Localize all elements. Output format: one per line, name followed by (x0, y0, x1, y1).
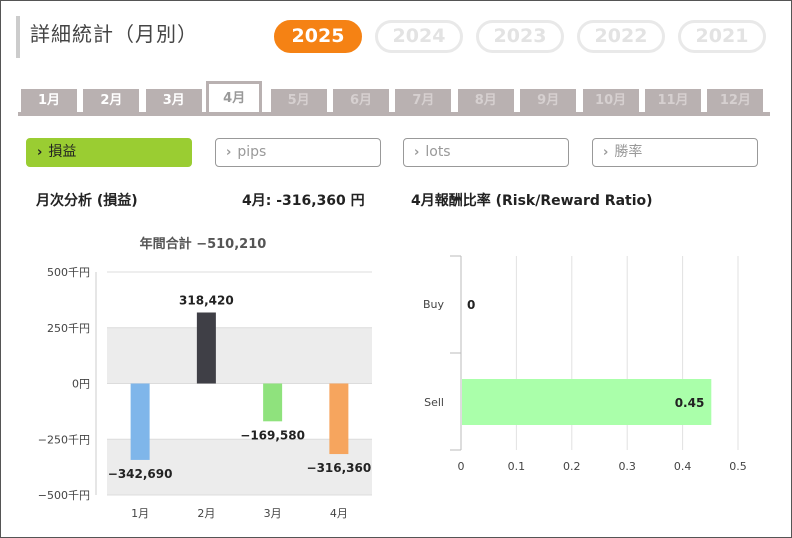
rr-title: 4月報酬比率 (Risk/Reward Ratio) (411, 193, 653, 209)
x-tick-label: 3月 (264, 507, 282, 520)
bar-2月 (196, 312, 216, 384)
chevron-right-icon: › (414, 145, 420, 160)
tab-month-1[interactable]: 1月 (21, 89, 77, 113)
x-tick-label: 0.4 (674, 460, 692, 473)
year-pill-2021[interactable]: 2021 (678, 20, 766, 53)
tab-month-10[interactable]: 10月 (582, 89, 639, 113)
tab-month-4[interactable]: 4月 (206, 81, 263, 116)
x-tick-label: 0 (458, 460, 465, 473)
y-tick-label: −250千円 (38, 433, 90, 446)
page-title-bar: 詳細統計（月別） (16, 16, 198, 58)
tab-month-6[interactable]: 6月 (333, 89, 389, 113)
x-tick-label: 0.5 (729, 460, 747, 473)
tab-month-8[interactable]: 8月 (457, 89, 514, 113)
tab-month-3[interactable]: 3月 (145, 89, 202, 113)
band-lower (107, 439, 372, 495)
x-tick-label: 2月 (197, 507, 215, 520)
y-tick-label: Sell (424, 396, 444, 409)
data-label: −316,360 (307, 461, 372, 475)
y-tick-label: 250千円 (47, 322, 90, 335)
year-pill-2024[interactable]: 2024 (375, 20, 463, 53)
y-tick-label: −500千円 (38, 489, 90, 502)
chevron-right-icon: › (226, 145, 232, 160)
data-label: −342,690 (108, 467, 173, 481)
year-pill-2023[interactable]: 2023 (476, 20, 564, 53)
tab-month-11[interactable]: 11月 (645, 89, 701, 113)
data-label: 0.45 (675, 396, 705, 410)
filter-label: 損益 (48, 144, 77, 160)
filter-label: lots (425, 144, 451, 160)
year-pill-2025[interactable]: 2025 (274, 20, 362, 53)
filter-label: 勝率 (614, 144, 643, 160)
y-tick-label: 0円 (72, 378, 90, 391)
data-label: 318,420 (179, 293, 234, 307)
bar-3月 (263, 383, 283, 422)
tab-month-7[interactable]: 7月 (395, 89, 452, 113)
x-tick-label: 4月 (330, 507, 348, 520)
y-tick-label: Buy (423, 298, 445, 311)
filter-2[interactable]: › lots (403, 138, 569, 167)
tab-month-9[interactable]: 9月 (520, 89, 577, 113)
bar-Sell (462, 379, 712, 425)
filter-0[interactable]: › 損益 (26, 138, 192, 167)
tab-month-5[interactable]: 5月 (270, 89, 327, 113)
filter-3[interactable]: › 勝率 (592, 138, 758, 167)
month-summary: 4月: -316,360 円 (242, 193, 365, 209)
bar-1月 (130, 383, 150, 460)
data-label: 0 (467, 298, 475, 312)
filter-1[interactable]: › pips (215, 138, 381, 167)
y-tick-label: 500千円 (47, 266, 90, 279)
data-label: −169,580 (240, 428, 305, 442)
tab-month-12[interactable]: 12月 (707, 89, 764, 113)
band-upper (107, 327, 372, 384)
chart-title: 年間合計 −510,210 (140, 236, 267, 252)
monthly-analysis-title: 月次分析 (損益) (36, 193, 138, 209)
month-tabs-divider (18, 112, 770, 116)
chevron-right-icon: › (603, 145, 609, 160)
rr-ratio-chart: 0 0.1 0.2 0.3 0.4 0.5 Buy 0 Sell 0.45 (423, 255, 747, 473)
year-pill-2022[interactable]: 2022 (577, 20, 665, 53)
tab-month-2[interactable]: 2月 (83, 89, 140, 113)
page-title: 詳細統計（月別） (30, 22, 198, 46)
x-tick-label: 0.3 (618, 460, 636, 473)
x-tick-label: 1月 (131, 507, 149, 520)
bar-4月 (329, 383, 349, 455)
x-tick-label: 0.1 (508, 460, 526, 473)
filter-label: pips (237, 144, 267, 160)
x-tick-label: 0.2 (563, 460, 581, 473)
chevron-right-icon: › (37, 145, 43, 160)
monthly-pl-chart: 年間合計 −510,210 500千円 250千円 0円 −250千円 −500千円 −34… (38, 236, 372, 520)
